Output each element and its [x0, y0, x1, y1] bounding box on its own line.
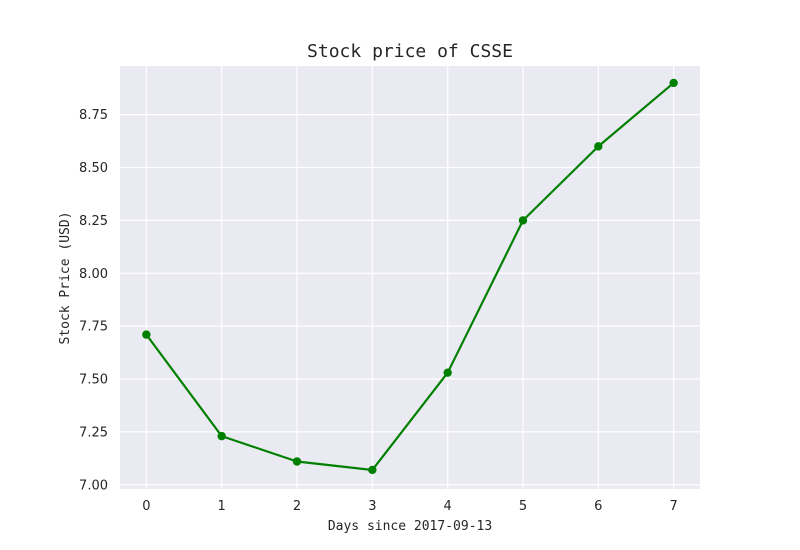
data-point	[443, 368, 452, 377]
y-tick-label: 8.75	[79, 108, 108, 123]
series-line	[145, 82, 675, 472]
data-point	[669, 78, 678, 88]
x-axis-ticks: 0 1 2 3 4 5 6 7	[142, 499, 678, 514]
x-axis-label: Days since 2017-09-13	[328, 519, 492, 534]
grid	[120, 66, 700, 489]
y-tick-label: 8.50	[79, 161, 108, 176]
chart-title: Stock price of CSSE	[307, 41, 513, 62]
data-point	[368, 465, 377, 475]
x-tick-label: 6	[594, 499, 602, 514]
series-layer	[142, 78, 678, 475]
x-tick-label: 4	[444, 499, 452, 514]
y-tick-label: 7.00	[79, 478, 108, 493]
x-tick-label: 5	[519, 499, 527, 514]
y-tick-label: 7.25	[79, 425, 108, 440]
data-point	[518, 216, 528, 225]
plot-background	[120, 66, 700, 489]
data-point	[142, 330, 151, 339]
x-tick-label: 3	[368, 499, 376, 514]
y-tick-label: 8.00	[79, 267, 108, 282]
y-axis-ticks: 7.00 7.25 7.50 7.75 8.00 8.25 8.50 8.75	[79, 108, 108, 493]
x-tick-label: 0	[142, 499, 150, 514]
x-tick-label: 7	[669, 499, 677, 514]
y-tick-label: 8.25	[79, 214, 108, 229]
x-tick-label: 1	[218, 499, 226, 514]
y-tick-label: 7.50	[79, 373, 108, 388]
data-point	[217, 431, 226, 441]
data-point	[292, 457, 302, 466]
y-tick-label: 7.75	[79, 320, 108, 335]
x-tick-label: 2	[293, 499, 301, 514]
data-point	[594, 142, 603, 151]
y-axis-label: Stock Price (USD)	[58, 211, 73, 344]
